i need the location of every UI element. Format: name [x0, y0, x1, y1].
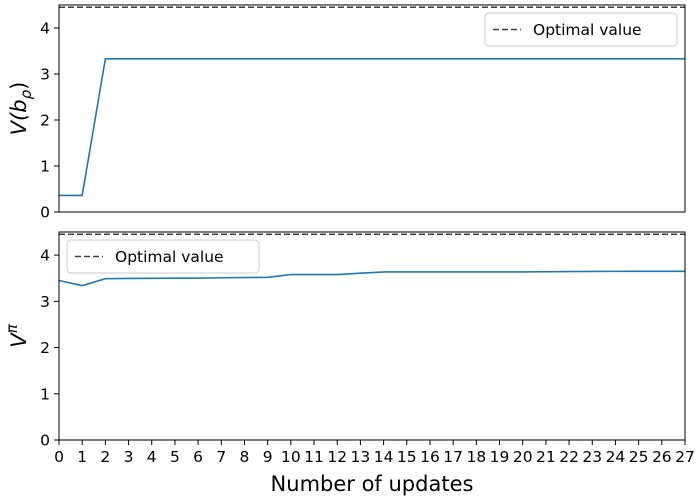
bottom-y-axis-label-main: V — [7, 332, 31, 348]
x-tick-label: 23 — [582, 448, 602, 466]
bottom-x-ticks: 0 1 2 3 4 5 6 7 8 9 10 11 12 13 14 15 16 17 18 19 20 21 22 23 24… — [54, 440, 695, 466]
x-tick-label: 2 — [100, 448, 110, 466]
top-y-axis-label-main: V(b — [7, 99, 31, 135]
bottom-legend-label: Optimal value — [115, 248, 224, 266]
top-y-axis-label: V(bρ) — [7, 82, 35, 136]
y-tick-label: 0 — [40, 432, 50, 450]
y-tick-label: 1 — [40, 158, 50, 176]
x-tick-label: 1 — [77, 448, 87, 466]
x-tick-label: 6 — [193, 448, 203, 466]
y-tick-label: 4 — [40, 247, 50, 265]
x-tick-label: 4 — [147, 448, 157, 466]
x-tick-label: 12 — [327, 448, 347, 466]
x-tick-label: 27 — [675, 448, 695, 466]
top-y-ticks: 0 1 2 3 4 — [40, 20, 59, 222]
top-panel: 0 1 2 3 4 V(bρ) Optimal value — [7, 4, 686, 222]
x-tick-label: 3 — [124, 448, 134, 466]
top-legend: Optimal value — [484, 12, 678, 47]
bottom-axes-frame — [58, 231, 686, 441]
top-axes-frame — [58, 4, 686, 213]
x-tick-label: 19 — [490, 448, 510, 466]
series-line — [58, 270, 685, 287]
y-tick-label: 3 — [40, 293, 50, 311]
x-tick-label: 11 — [304, 448, 324, 466]
x-tick-label: 18 — [466, 448, 486, 466]
x-tick-label: 7 — [216, 448, 226, 466]
x-tick-label: 22 — [559, 448, 579, 466]
bottom-y-axis-label-sup: π — [3, 323, 21, 333]
top-series — [59, 58, 685, 197]
bottom-x-axis-label: Number of updates — [271, 472, 474, 496]
bottom-legend-box — [66, 239, 260, 274]
top-y-axis-label-sub: ρ — [17, 89, 35, 99]
top-legend-label: Optimal value — [533, 21, 642, 39]
x-tick-label: 14 — [374, 448, 394, 466]
x-tick-label: 0 — [54, 448, 64, 466]
y-tick-label: 2 — [40, 112, 50, 130]
x-tick-label: 24 — [606, 448, 626, 466]
x-tick-label: 13 — [351, 448, 371, 466]
x-tick-label: 16 — [420, 448, 440, 466]
x-tick-label: 20 — [513, 448, 533, 466]
bottom-legend: Optimal value — [66, 239, 260, 274]
x-tick-label: 8 — [240, 448, 250, 466]
x-tick-label: 21 — [536, 448, 556, 466]
x-tick-label: 15 — [397, 448, 417, 466]
top-legend-box — [484, 12, 678, 47]
x-tick-label: 9 — [263, 448, 273, 466]
bottom-y-axis-label: Vπ — [3, 323, 31, 347]
x-tick-label: 5 — [170, 448, 180, 466]
x-tick-label: 10 — [281, 448, 301, 466]
bottom-y-ticks: 0 1 2 3 4 — [40, 247, 59, 450]
y-tick-label: 1 — [40, 385, 50, 403]
x-tick-label: 25 — [629, 448, 649, 466]
y-tick-label: 3 — [40, 66, 50, 84]
bottom-series — [58, 270, 685, 287]
y-tick-label: 4 — [40, 20, 50, 38]
x-tick-label: 17 — [443, 448, 463, 466]
y-tick-label: 2 — [40, 339, 50, 357]
series-line — [59, 58, 685, 197]
y-tick-label: 0 — [40, 204, 50, 222]
top-y-axis-label-close: ) — [7, 82, 31, 90]
x-tick-label: 26 — [652, 448, 672, 466]
